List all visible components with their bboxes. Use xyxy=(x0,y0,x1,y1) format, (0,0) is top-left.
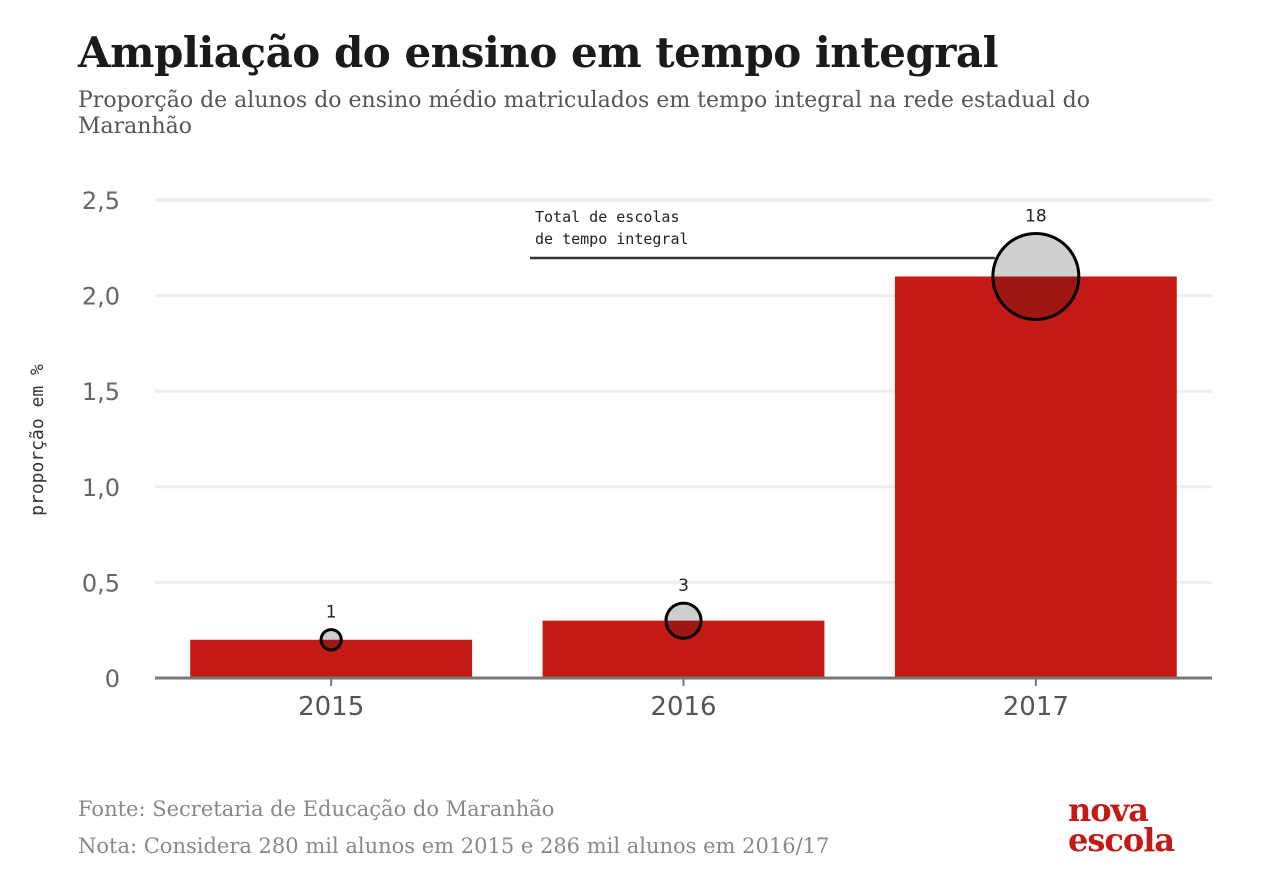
y-tick-label: 0 xyxy=(105,665,120,693)
bar xyxy=(894,276,1177,678)
bubble-outline xyxy=(991,231,1081,321)
chart-subtitle: Proporção de alunos do ensino médio matr… xyxy=(78,88,1090,139)
logo-line-2: escola xyxy=(1068,821,1175,859)
bubble-group xyxy=(991,231,1081,321)
bubble-group xyxy=(664,601,703,640)
nova-escola-logo: nova escola xyxy=(1068,791,1175,859)
bubble-overlap xyxy=(665,620,702,639)
bubble-group xyxy=(319,628,343,652)
annotation-line-2: de tempo integral xyxy=(535,230,689,248)
x-tick-label: 2015 xyxy=(298,692,364,722)
bubble-outline xyxy=(664,601,703,640)
bubble-outline xyxy=(319,628,343,652)
bubble-value-label: 3 xyxy=(678,576,689,596)
chart-title: Ampliação do ensino em tempo integral xyxy=(78,28,999,77)
bubble-overlap xyxy=(992,276,1079,320)
y-tick-label: 1,0 xyxy=(82,474,120,502)
annotation-line-1: Total de escolas xyxy=(535,208,680,226)
y-axis-label: proporção em % xyxy=(27,364,48,516)
annotation: Total de escolas de tempo integral xyxy=(530,208,995,260)
y-tick-label: 1,5 xyxy=(82,378,120,406)
bubble-value-label: 18 xyxy=(1025,206,1047,226)
bars xyxy=(190,276,1177,678)
y-tick-label: 0,5 xyxy=(82,569,120,597)
source-note: Fonte: Secretaria de Educação do Maranhã… xyxy=(78,797,555,821)
y-tick-label: 2,0 xyxy=(82,283,120,311)
bubble-value-label: 1 xyxy=(326,603,337,623)
data-note: Nota: Considera 280 mil alunos em 2015 e… xyxy=(78,834,830,858)
bubbles: 1 3 18 xyxy=(319,206,1081,652)
x-axis-labels: 2015 2016 2017 xyxy=(298,678,1069,722)
y-axis-ticks: 0 0,5 1,0 1,5 2,0 2,5 xyxy=(82,187,120,693)
logo-line-1: nova xyxy=(1068,791,1149,829)
y-tick-label: 2,5 xyxy=(82,187,120,215)
x-tick-label: 2016 xyxy=(650,692,716,722)
x-tick-label: 2017 xyxy=(1003,692,1069,722)
